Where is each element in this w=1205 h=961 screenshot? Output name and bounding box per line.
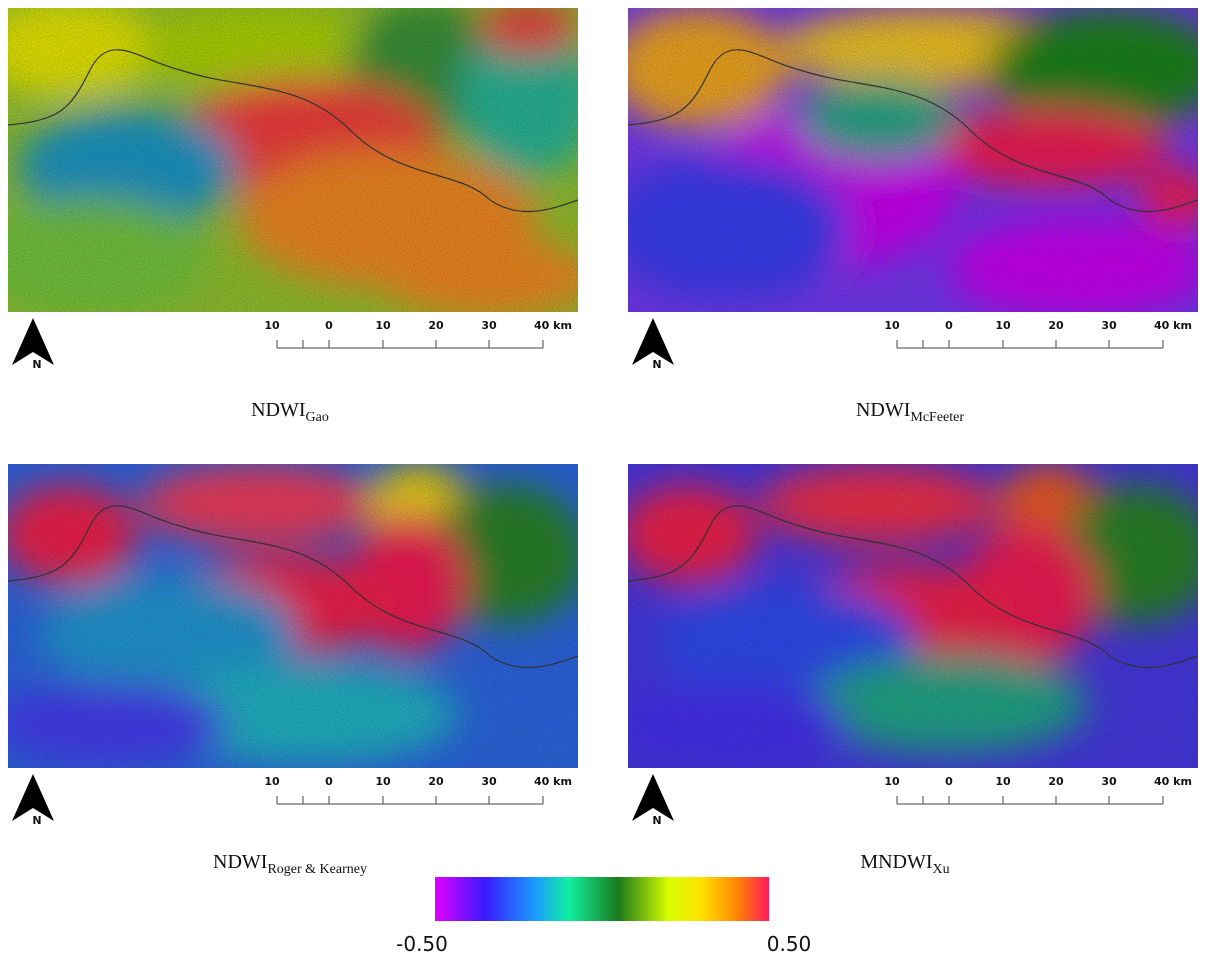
panel-caption: MNDWIXu <box>860 851 949 877</box>
colorbar-max: 0.50 <box>767 932 812 956</box>
north-label: N <box>652 358 661 371</box>
caption-main: NDWI <box>213 851 267 873</box>
map-panel: N 10 0 10 20 30 40 km NDWIGao <box>0 0 598 425</box>
scale-label: 0 <box>945 775 953 788</box>
caption-main: NDWI <box>856 399 910 421</box>
scale-label: 30 <box>1101 775 1117 788</box>
caption-main: MNDWI <box>860 851 932 873</box>
scale-label: 20 <box>1048 775 1064 788</box>
map-image <box>608 464 1205 768</box>
map-image <box>0 0 598 318</box>
panel-caption: NDWIGao <box>251 399 329 425</box>
scale-label: 10 <box>995 319 1011 332</box>
colorbar-min: -0.50 <box>396 932 448 956</box>
scale-label: 10 <box>375 775 391 788</box>
map-panel: N 10 0 10 20 30 40 km NDWIMcFeeter <box>608 8 1205 425</box>
scale-label: 40 km <box>534 775 572 788</box>
north-label: N <box>652 814 661 827</box>
colorbar <box>435 877 769 921</box>
panel-caption: NDWIRoger & Kearney <box>213 851 367 877</box>
scale-label: 30 <box>481 319 497 332</box>
scale-label: 10 <box>884 775 900 788</box>
map-panel: N 10 0 10 20 30 40 km NDWIRoger & Kearney <box>0 464 588 877</box>
scale-label: 0 <box>325 319 333 332</box>
caption-subscript: McFeeter <box>910 410 964 425</box>
scale-label: 10 <box>264 775 280 788</box>
scale-label: 10 <box>264 319 280 332</box>
scale-label: 40 km <box>1154 775 1192 788</box>
scale-label: 40 km <box>1154 319 1192 332</box>
scale-label: 20 <box>428 775 444 788</box>
scale-label: 40 km <box>534 319 572 332</box>
map-panel: N 10 0 10 20 30 40 km MNDWIXu <box>608 464 1205 877</box>
scale-label: 20 <box>428 319 444 332</box>
scale-label: 10 <box>375 319 391 332</box>
scale-label: 30 <box>1101 319 1117 332</box>
scale-label: 20 <box>1048 319 1064 332</box>
scale-label: 30 <box>481 775 497 788</box>
map-image <box>608 8 1205 318</box>
north-label: N <box>32 814 41 827</box>
scale-label: 10 <box>884 319 900 332</box>
scale-label: 10 <box>995 775 1011 788</box>
caption-subscript: Roger & Kearney <box>267 862 367 877</box>
figure: -0.50 0.50 N10010203040 kmNDWIGaoN100102… <box>0 0 1205 961</box>
caption-subscript: Xu <box>933 862 950 877</box>
map-image <box>0 464 588 768</box>
panel-caption: NDWIMcFeeter <box>856 399 964 425</box>
caption-main: NDWI <box>251 399 305 421</box>
caption-subscript: Gao <box>306 410 329 425</box>
scale-label: 0 <box>945 319 953 332</box>
north-label: N <box>32 358 41 371</box>
scale-label: 0 <box>325 775 333 788</box>
